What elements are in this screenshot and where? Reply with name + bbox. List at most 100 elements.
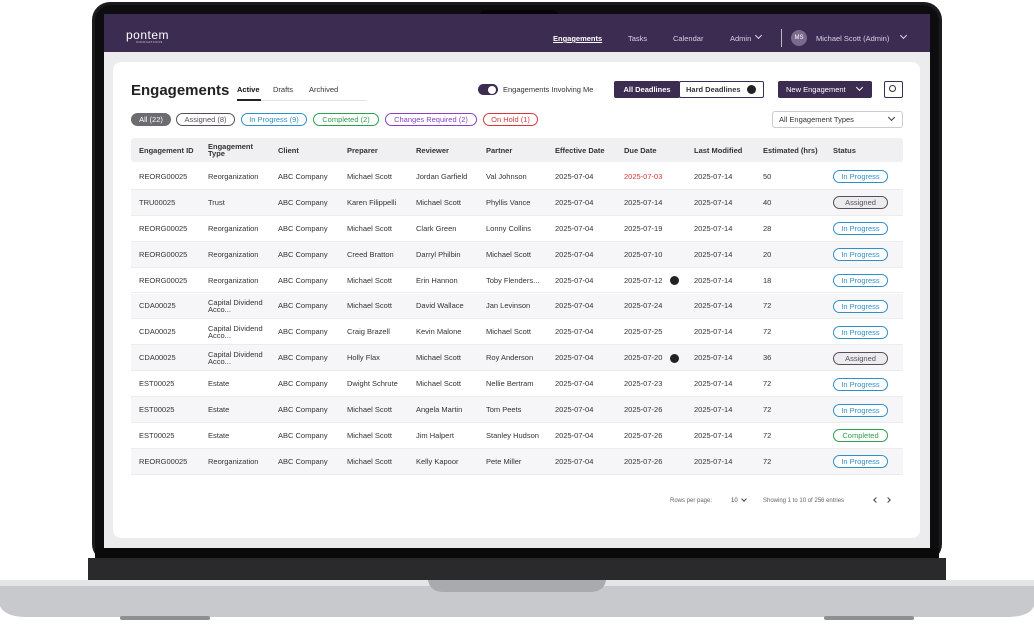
cell: Estate — [208, 379, 230, 389]
cell: 2025-07-04 — [555, 405, 594, 415]
cell: Jan Levinson — [486, 301, 531, 311]
cell: ABC Company — [278, 301, 328, 311]
filter-pill[interactable]: Changes Required (2) — [385, 113, 477, 126]
filter-pill[interactable]: Completed (2) — [313, 113, 379, 126]
cell: 2025-07-14 — [694, 353, 733, 363]
cell: Capital Dividend Acco... — [208, 350, 263, 367]
column-header: Effective Date — [555, 146, 605, 155]
cell: REORG00025 — [139, 171, 188, 181]
cell: ABC Company — [278, 171, 328, 181]
button[interactable]: New Engagement — [778, 81, 872, 98]
cell: 2025-07-26 — [624, 405, 663, 415]
cell: REORG00025 — [139, 249, 188, 259]
cell: ABC Company — [278, 430, 328, 440]
cell: 20 — [763, 249, 772, 259]
info-icon — [747, 85, 756, 94]
search-button[interactable] — [884, 81, 903, 98]
user-name[interactable]: Michael Scott (Admin) — [816, 34, 890, 43]
cell: 72 — [763, 430, 772, 440]
filter-pill[interactable]: On Hold (1) — [483, 113, 538, 126]
cell: Michael Scott — [486, 327, 532, 337]
type-select[interactable]: All Engagement Types — [772, 111, 903, 128]
table-header — [131, 138, 903, 162]
toggle-knob — [488, 85, 496, 94]
cell: 2025-07-20 — [624, 353, 663, 363]
filter-pill[interactable]: Assigned (8) — [176, 113, 235, 126]
cell: Reorganization — [208, 223, 259, 233]
cell: ABC Company — [278, 405, 328, 415]
rows-per-page[interactable]: 10 — [731, 498, 738, 504]
column-header: Client — [278, 146, 299, 155]
table-row — [131, 241, 903, 268]
cell: 2025-07-26 — [624, 430, 663, 440]
cell: 2025-07-14 — [694, 456, 733, 466]
search-icon — [889, 85, 896, 92]
cell: Michael Scott — [347, 223, 393, 233]
cell: 2025-07-25 — [624, 327, 663, 337]
avatar[interactable]: MS — [791, 30, 807, 46]
cell: David Wallace — [416, 301, 464, 311]
cell: Estate — [208, 430, 230, 440]
cell: Kevin Malone — [416, 327, 462, 337]
column-header: Reviewer — [416, 146, 449, 155]
cell: ABC Company — [278, 275, 328, 285]
nav-link[interactable]: Admin — [730, 34, 752, 43]
top-nav — [104, 14, 930, 52]
cell: 2025-07-03 — [624, 171, 663, 181]
cell: Creed Bratton — [347, 249, 394, 259]
tab[interactable]: Active — [237, 85, 260, 94]
cell: Michael Scott — [416, 197, 462, 207]
nav-link[interactable]: Calendar — [673, 34, 704, 43]
cell: Erin Hannon — [416, 275, 458, 285]
column-header: Last Modified — [694, 146, 743, 155]
cell: Reorganization — [208, 275, 259, 285]
cell: Holly Flax — [347, 353, 380, 363]
cell: Karen Filippelli — [347, 197, 397, 207]
cell: ABC Company — [278, 327, 328, 337]
cell: Michael Scott — [347, 456, 393, 466]
cell: REORG00025 — [139, 223, 188, 233]
table-row — [131, 345, 903, 372]
cell: Craig Brazell — [347, 327, 390, 337]
cell: Capital Dividend Acco... — [208, 324, 263, 341]
nav-link[interactable]: Tasks — [628, 34, 648, 43]
cell: 2025-07-14 — [694, 275, 733, 285]
button[interactable]: Hard Deadlines — [679, 81, 764, 98]
cell: 2025-07-14 — [694, 405, 733, 415]
cell: Jim Halpert — [416, 430, 454, 440]
cell: Clark Green — [416, 223, 457, 233]
table-row — [131, 319, 903, 346]
due-flag — [670, 353, 679, 363]
table-row — [131, 423, 903, 449]
cell: ABC Company — [278, 379, 328, 389]
column-header: Estimated (hrs) — [763, 146, 818, 155]
filter-pill[interactable]: All (22) — [131, 113, 171, 126]
cell: Tom Peets — [486, 405, 522, 415]
column-header: Engagement Type — [208, 142, 254, 158]
cell: 2025-07-04 — [555, 171, 594, 181]
status-badge: In Progress — [833, 170, 888, 184]
cell: 2025-07-26 — [624, 456, 663, 466]
rows-per-page-label: Rows per page: — [670, 498, 713, 504]
cell: 2025-07-10 — [624, 249, 663, 259]
cell: Michael Scott — [347, 301, 393, 311]
cell: Pete Miller — [486, 456, 522, 466]
cell: Stanley Hudson — [486, 430, 539, 440]
tab[interactable]: Drafts — [273, 85, 294, 94]
cell: Michael Scott — [416, 353, 462, 363]
cell: 2025-07-04 — [555, 327, 594, 337]
filter-pill[interactable]: In Progress (9) — [241, 113, 307, 126]
cell: 2025-07-04 — [555, 249, 594, 259]
nav-link[interactable]: Engagements — [553, 34, 603, 43]
cell: ABC Company — [278, 223, 328, 233]
cell: Jordan Garfield — [416, 171, 468, 181]
divider — [781, 29, 782, 47]
tab[interactable]: Archived — [309, 85, 339, 94]
cell: Reorganization — [208, 456, 259, 466]
button[interactable]: All Deadlines — [614, 81, 680, 98]
cell: 2025-07-14 — [694, 171, 733, 181]
cell: ABC Company — [278, 249, 328, 259]
cell: 40 — [763, 197, 772, 207]
table-row — [131, 189, 903, 216]
cell: Phyllis Vance — [486, 197, 531, 207]
